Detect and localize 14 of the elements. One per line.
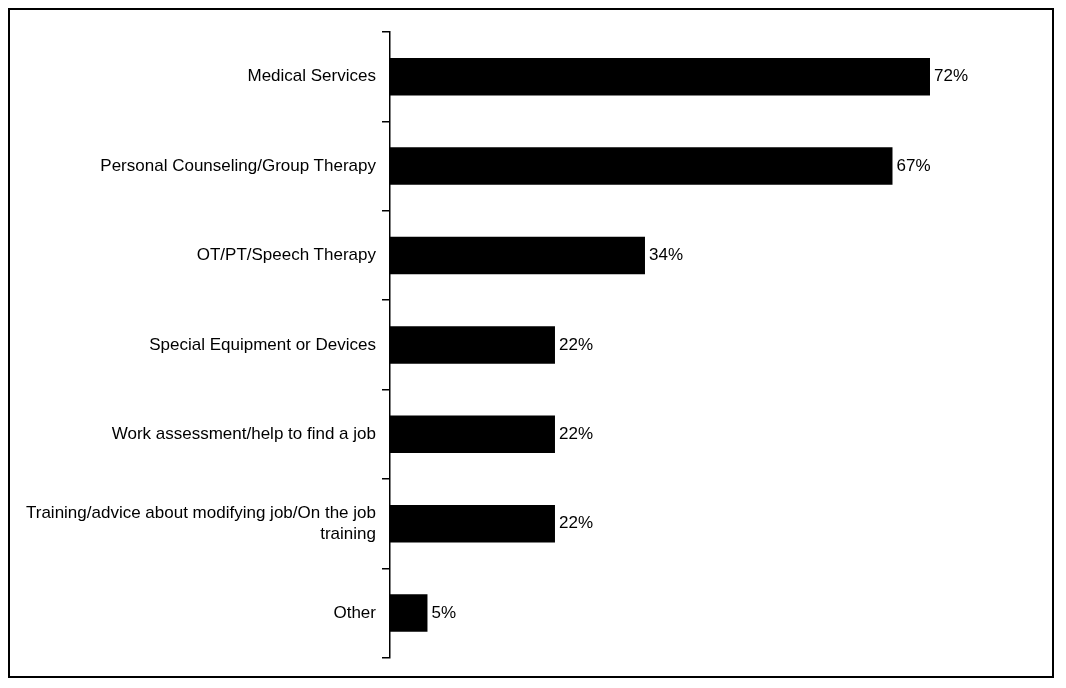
data-label: 67% [896,155,931,175]
y-tick-label: OT/PT/Speech Therapy [196,245,377,265]
data-label: 22% [558,423,594,443]
y-tick-label: Other [333,602,377,622]
y-tick-label: Medical Services [247,66,376,86]
data-label: 5% [431,602,457,622]
y-tick-label: Special Equipment or Devices [149,334,376,354]
y-tick-label: Training/advice about modifying job/On the job training [25,503,376,543]
data-label: 34% [648,245,684,265]
data-label: 22% [558,513,594,533]
y-tick-label: Work assessment/help to find a job [111,423,376,443]
y-tick-label: Personal Counseling/Group Therapy [100,155,377,175]
data-label: 22% [558,334,594,354]
data-label: 72% [934,66,969,86]
